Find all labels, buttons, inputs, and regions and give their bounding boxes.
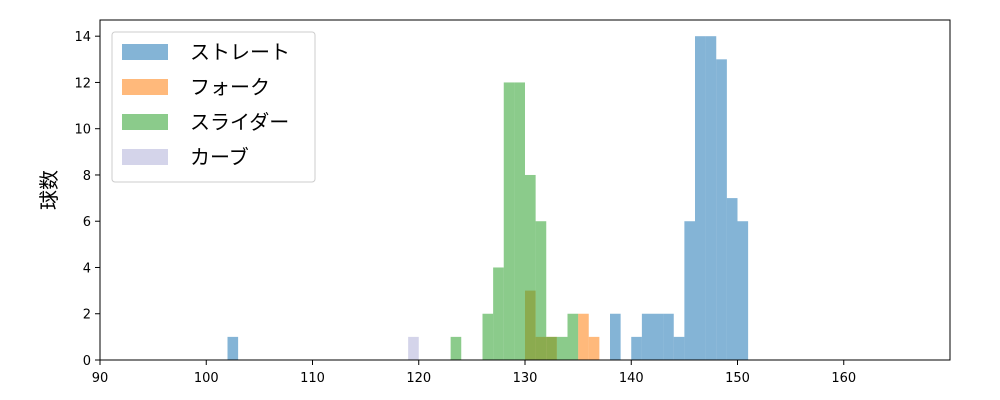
bar-0-3 (641, 313, 653, 360)
legend-swatch-1 (122, 79, 168, 95)
y-tick-label-7: 14 (74, 30, 91, 45)
x-tick-label-0: 90 (92, 371, 109, 386)
x-tick-label-3: 120 (406, 371, 431, 386)
bars-layer (227, 36, 749, 361)
bar-2-0 (450, 336, 462, 360)
bar-0-11 (726, 198, 738, 360)
bar-0-0 (227, 336, 239, 360)
bar-0-6 (673, 336, 685, 360)
y-tick-label-5: 10 (74, 123, 91, 138)
bar-3-0 (408, 336, 419, 360)
legend-box (111, 31, 316, 183)
bar-1-3 (578, 313, 589, 360)
x-tick-label-6: 150 (725, 371, 750, 386)
legend-label-2: スライダー (190, 110, 289, 134)
legend-label-0: ストレート (190, 40, 290, 64)
legend-label-3: カーブ (190, 145, 249, 169)
legend-swatch-3 (122, 149, 168, 165)
x-tick-label-4: 130 (513, 371, 538, 386)
legend-swatch-0 (122, 44, 168, 60)
y-tick-label-6: 12 (74, 76, 91, 91)
y-tick-label-2: 4 (83, 261, 91, 276)
legend-label-1: フォーク (190, 75, 270, 99)
bar-2-6 (535, 221, 547, 360)
x-tick-label-5: 140 (619, 371, 644, 386)
bar-2-9 (567, 313, 579, 360)
y-axis-title: 球数 (37, 170, 61, 210)
bar-2-8 (556, 336, 568, 360)
bar-0-12 (737, 221, 749, 360)
bar-1-4 (588, 336, 600, 360)
bar-2-4 (514, 82, 525, 361)
x-tick-label-1: 100 (194, 371, 219, 386)
bar-2-5 (525, 174, 536, 360)
bar-0-4 (652, 313, 664, 360)
y-tick-label-3: 6 (83, 215, 91, 230)
x-tick-label-2: 110 (300, 371, 325, 386)
bar-0-1 (610, 313, 621, 360)
y-tick-label-1: 2 (83, 308, 91, 323)
y-axis: 0 2 4 6 8 10 12 14 (74, 30, 100, 369)
bar-2-2 (493, 267, 504, 360)
bar-0-5 (663, 313, 674, 360)
y-tick-label-4: 8 (83, 169, 91, 184)
bar-0-10 (716, 59, 727, 360)
bar-2-3 (503, 82, 515, 361)
bar-0-2 (631, 336, 642, 360)
bar-0-7 (684, 221, 695, 360)
bar-0-9 (705, 36, 717, 360)
x-axis: 90 100 110 120 130 140 150 160 (92, 360, 856, 386)
y-tick-label-0: 0 (83, 354, 91, 369)
x-tick-label-7: 160 (831, 371, 856, 386)
bar-2-7 (546, 336, 557, 360)
bar-2-1 (482, 313, 494, 360)
legend-swatch-2 (122, 114, 168, 130)
bar-0-8 (695, 36, 706, 360)
